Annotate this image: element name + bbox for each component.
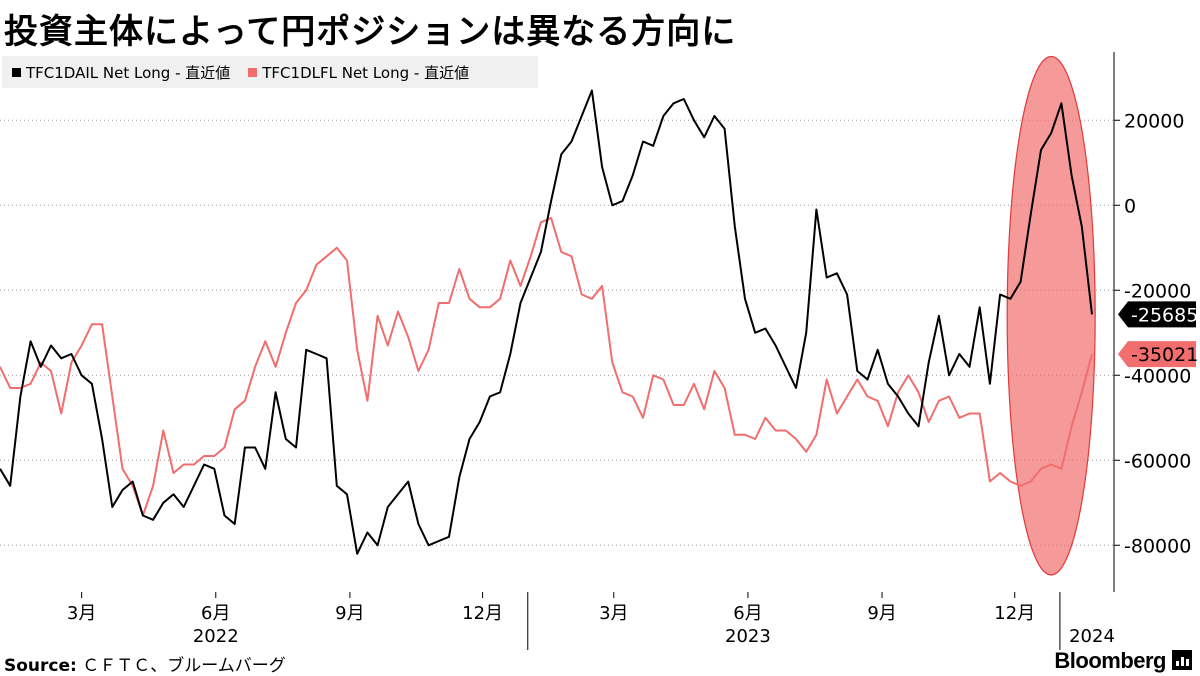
legend-swatch-series-2 (248, 67, 258, 77)
grid-lines (0, 119, 1114, 546)
x-tick-label: 9月 (335, 603, 364, 624)
x-tick-label: 12月 (462, 603, 503, 624)
y-axis: 20000 0 -20000 -40000 -60000 -80000 (1113, 52, 1191, 592)
last-value-label-1: -25685 (1131, 304, 1198, 326)
x-tick-label: 9月 (867, 603, 896, 624)
legend-label-series-2: TFC1DLFL Net Long - 直近値 (262, 63, 470, 82)
y-tick-label: -80000 (1124, 535, 1191, 557)
chart-title: 投資主体によって円ポジションは異なる方向に (4, 12, 737, 52)
series-line-2 (0, 217, 1093, 517)
last-value-label-2: -35021 (1131, 344, 1198, 366)
legend-item-series-2: TFC1DLFL Net Long - 直近値 (248, 62, 469, 83)
last-value-tag-1 (1118, 301, 1196, 328)
bloomberg-icon (1172, 650, 1192, 670)
legend-swatch-series-1 (12, 67, 21, 77)
y-tick-label: -40000 (1124, 365, 1191, 387)
y-tick-label: -20000 (1124, 280, 1191, 302)
source-note: Source: ＣＦＴＣ、ブルームバーグ (4, 651, 286, 676)
y-tick-label: 0 (1124, 195, 1136, 217)
x-year-label: 2022 (193, 626, 239, 647)
x-axis: 3月 6月 9月 12月 3月 6月 9月 12月 2022 2023 2024 (67, 592, 1115, 650)
x-tick-label: 6月 (201, 603, 230, 624)
x-tick-label: 12月 (994, 603, 1035, 624)
x-tick-label: 3月 (599, 603, 628, 624)
legend: TFC1DAIL Net Long - 直近値 TFC1DLFL Net Lon… (2, 56, 538, 88)
last-value-labels: -25685 -35021 (1118, 301, 1198, 368)
series-lines (0, 89, 1093, 555)
x-year-label: 2024 (1069, 626, 1115, 647)
source-label: Source: (4, 656, 77, 676)
last-value-tag-2 (1118, 341, 1196, 368)
brand-logo: Bloomberg (1054, 648, 1166, 673)
series-line-1 (0, 89, 1093, 555)
y-tick-label: -60000 (1124, 450, 1191, 472)
x-tick-label: 3月 (67, 603, 96, 624)
y-tick-label: 20000 (1124, 110, 1184, 132)
legend-item-series-1: TFC1DAIL Net Long - 直近値 (12, 62, 230, 83)
x-tick-label: 6月 (733, 603, 762, 624)
source-text: ＣＦＴＣ、ブルームバーグ (82, 656, 286, 676)
legend-label-series-1: TFC1DAIL Net Long - 直近値 (26, 63, 231, 82)
x-year-label: 2023 (725, 626, 771, 647)
